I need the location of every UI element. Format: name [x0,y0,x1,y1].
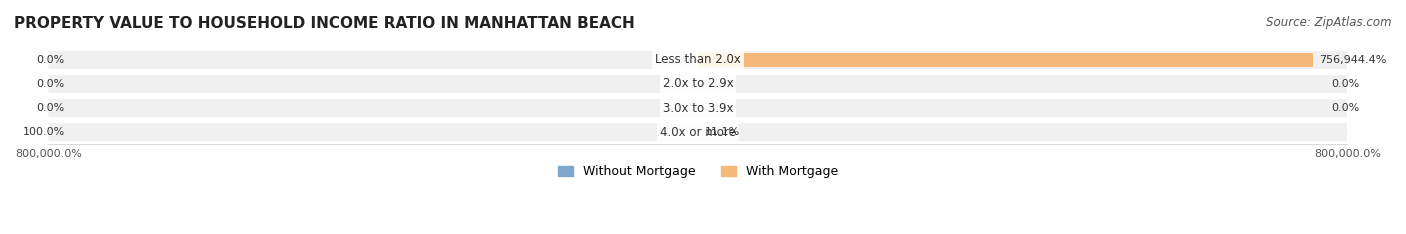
Text: 3.0x to 3.9x: 3.0x to 3.9x [662,102,733,115]
Text: 100.0%: 100.0% [22,127,65,137]
Text: 0.0%: 0.0% [37,55,65,65]
Text: 11.1%: 11.1% [704,127,740,137]
Text: 756,944.4%: 756,944.4% [1319,55,1386,65]
FancyBboxPatch shape [48,75,1347,93]
FancyBboxPatch shape [48,123,1347,141]
Text: Less than 2.0x: Less than 2.0x [655,53,741,66]
Text: 2.0x to 2.9x: 2.0x to 2.9x [662,77,734,91]
Text: PROPERTY VALUE TO HOUSEHOLD INCOME RATIO IN MANHATTAN BEACH: PROPERTY VALUE TO HOUSEHOLD INCOME RATIO… [14,16,636,31]
Text: 0.0%: 0.0% [37,79,65,89]
FancyBboxPatch shape [48,99,1347,117]
Text: Source: ZipAtlas.com: Source: ZipAtlas.com [1267,16,1392,29]
Legend: Without Mortgage, With Mortgage: Without Mortgage, With Mortgage [553,161,844,183]
Text: 0.0%: 0.0% [1331,79,1360,89]
Bar [697,53,1313,66]
Text: 4.0x or more: 4.0x or more [659,126,735,139]
FancyBboxPatch shape [48,51,1347,69]
Text: 0.0%: 0.0% [1331,103,1360,113]
Text: 0.0%: 0.0% [37,103,65,113]
